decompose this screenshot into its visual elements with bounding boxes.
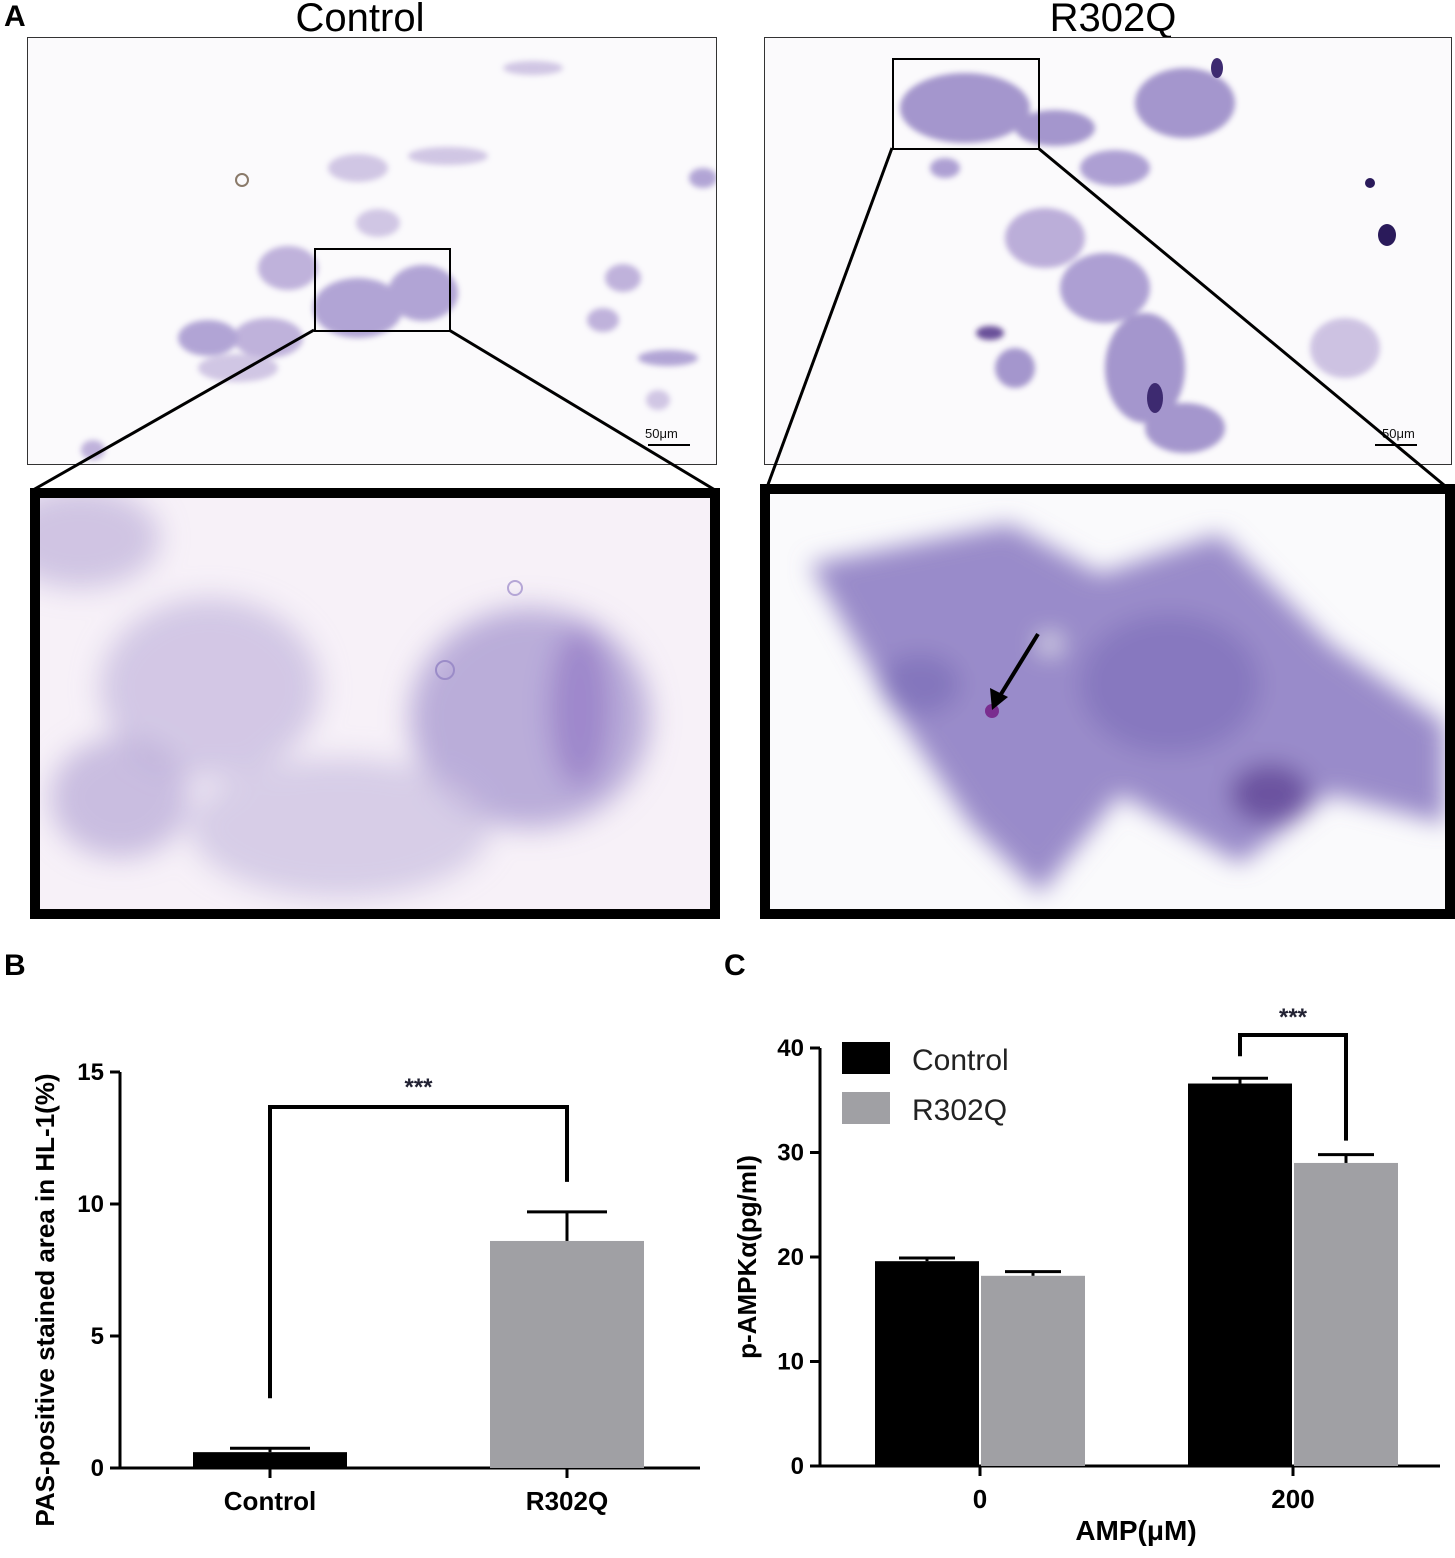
bar xyxy=(981,1275,1085,1466)
y-axis-label: PAS-positive stained area in HL-1(%) xyxy=(30,1073,60,1526)
bar xyxy=(1294,1162,1398,1466)
control-zoom-micrograph xyxy=(30,488,720,919)
x-axis-label: AMP(μM) xyxy=(1075,1515,1196,1546)
r302q-image-title: R302Q xyxy=(1049,0,1177,40)
y-tick-label: 0 xyxy=(791,1453,804,1480)
control-image-title: Control xyxy=(295,0,425,40)
panel-letter-a: A xyxy=(4,0,26,33)
significance-bracket xyxy=(1238,1033,1348,1141)
x-tick-label: R302Q xyxy=(526,1486,608,1516)
panel-letter-c: C xyxy=(724,949,746,982)
control-micrograph xyxy=(27,37,717,465)
panel-b-chart: 0 5 10 15 Control R302Q *** PAS-positive staine… xyxy=(30,1059,700,1527)
bar xyxy=(875,1261,979,1466)
bar xyxy=(1188,1083,1292,1466)
zoom-connector-lines xyxy=(32,146,1451,492)
legend-label: Control xyxy=(912,1044,1009,1077)
bar xyxy=(490,1240,644,1468)
legend-label: R302Q xyxy=(912,1094,1007,1127)
x-tick-label: 200 xyxy=(1271,1484,1314,1514)
x-tick-label: Control xyxy=(224,1486,316,1516)
y-tick-label: 5 xyxy=(91,1323,104,1350)
y-tick-label: 15 xyxy=(77,1059,104,1086)
y-tick-label: 10 xyxy=(77,1191,104,1218)
control-scale-label: 50μm xyxy=(645,426,678,441)
r302q-zoom-micrograph xyxy=(760,484,1455,919)
x-tick-label: 0 xyxy=(973,1484,987,1514)
y-tick-label: 30 xyxy=(777,1140,804,1167)
significance-label: *** xyxy=(404,1074,433,1101)
y-tick-label: 0 xyxy=(91,1455,104,1482)
significance-label: *** xyxy=(1279,1004,1308,1031)
bar xyxy=(193,1452,347,1468)
significance-bracket xyxy=(268,1105,569,1399)
y-tick-label: 20 xyxy=(777,1244,804,1271)
y-tick-label: 40 xyxy=(777,1035,804,1062)
r302q-scale-label: 50μm xyxy=(1382,426,1415,441)
r302q-micrograph xyxy=(764,37,1452,465)
legend-swatch xyxy=(842,1042,890,1074)
y-tick-label: 10 xyxy=(777,1349,804,1376)
legend-swatch xyxy=(842,1092,890,1124)
y-axis-label: p-AMPKα(pg/ml) xyxy=(732,1155,762,1359)
panel-c-chart: 0 10 20 30 40 0 200 AMP(μM) p-AMPKα(pg/ml) Contro… xyxy=(732,1004,1440,1546)
panel-letter-b: B xyxy=(4,949,26,982)
